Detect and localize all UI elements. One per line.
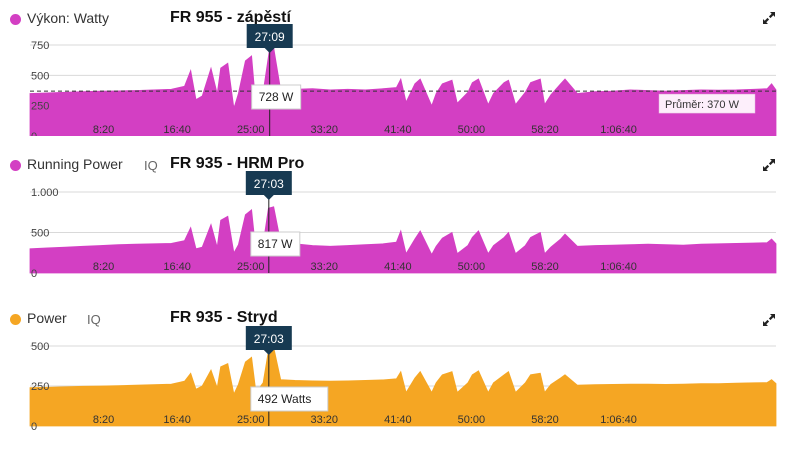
- x-tick-label: 16:40: [163, 124, 191, 136]
- y-tick-label: 750: [31, 40, 49, 52]
- value-tooltip-box: [250, 386, 329, 412]
- chart-plot[interactable]: 1.000 500 0 8:20 16:40 25:00 33:20 41:40 50:00 58…: [0, 155, 793, 283]
- x-tick-label: 58:20: [531, 414, 559, 426]
- value-tooltip: 817 W: [258, 237, 293, 251]
- cursor-time: 27:03: [254, 177, 284, 191]
- expand-icon[interactable]: [762, 158, 776, 172]
- iq-badge: IQ: [87, 312, 101, 327]
- x-tick-label: 58:20: [531, 124, 559, 136]
- x-tick-label: 1:06:40: [600, 124, 637, 136]
- y-tick-label: 500: [31, 228, 49, 240]
- series-dot: [10, 314, 21, 325]
- cursor-time-badge: [245, 326, 292, 350]
- series-dot: [10, 14, 21, 25]
- chart-plot[interactable]: 500 250 0 8:20 16:40 25:00 33:20 41:40 50:00 58:2…: [0, 310, 793, 438]
- chart-panel-2: Running Power IQ FR 935 - HRM Pro 1.000 5…: [0, 155, 793, 283]
- iq-badge: IQ: [144, 158, 158, 173]
- panel-header: Running Power IQ FR 935 - HRM Pro: [0, 155, 793, 179]
- cursor-time-badge: [245, 171, 292, 195]
- series-area: [29, 46, 777, 136]
- series-area: [29, 346, 777, 427]
- y-tick-label: 0: [31, 131, 37, 136]
- x-tick-label: 1:06:40: [600, 261, 637, 273]
- x-tick-label: 16:40: [163, 261, 191, 273]
- x-tick-label: 25:00: [237, 414, 265, 426]
- cursor-time-pointer: [263, 195, 274, 200]
- device-title: FR 955 - zápěstí: [170, 9, 291, 26]
- y-tick-label: 1.000: [31, 187, 59, 199]
- average-label-box: [658, 93, 756, 114]
- y-tick-label: 250: [31, 101, 49, 113]
- chart-panel-3: Power IQ FR 935 - Stryd 500 250 0 8:20 16:40…: [0, 309, 793, 438]
- x-tick-label: 41:40: [384, 261, 412, 273]
- panel-header: Power IQ FR 935 - Stryd: [0, 309, 793, 334]
- x-tick-label: 33:20: [311, 124, 339, 136]
- device-title: FR 935 - HRM Pro: [170, 155, 305, 172]
- series-area: [29, 206, 777, 274]
- series-dot: [10, 160, 21, 171]
- y-tick-label: 500: [31, 70, 49, 82]
- expand-icon[interactable]: [762, 11, 776, 25]
- metric-label: Running Power: [27, 156, 123, 172]
- panel-header: Výkon: Watty FR 955 - zápěstí: [0, 8, 793, 32]
- cursor-time-pointer: [264, 48, 275, 53]
- x-tick-label: 50:00: [458, 261, 486, 273]
- y-tick-label: 500: [31, 341, 49, 353]
- cursor-time-badge: [246, 24, 293, 48]
- value-tooltip: 728 W: [259, 90, 294, 104]
- x-tick-label: 58:20: [531, 261, 559, 273]
- x-tick-label: 1:06:40: [600, 414, 637, 426]
- cursor-time-pointer: [263, 350, 274, 355]
- x-tick-label: 33:20: [311, 261, 339, 273]
- average-label: Průměr: 370 W: [665, 99, 740, 111]
- y-tick-label: 0: [31, 421, 37, 433]
- x-tick-label: 50:00: [458, 414, 486, 426]
- chart-panel-1: Výkon: Watty FR 955 - zápěstí 750 500 250 0…: [0, 8, 793, 136]
- x-tick-label: 25:00: [237, 261, 265, 273]
- x-tick-label: 25:00: [237, 124, 265, 136]
- x-tick-label: 41:40: [384, 124, 412, 136]
- cursor-time: 27:09: [255, 30, 285, 44]
- x-tick-label: 8:20: [93, 261, 114, 273]
- metric-label: Power: [27, 310, 67, 326]
- cursor-time: 27:03: [254, 332, 284, 346]
- x-tick-label: 8:20: [93, 414, 114, 426]
- y-tick-label: 250: [31, 381, 49, 393]
- value-tooltip-box: [250, 231, 301, 257]
- x-tick-label: 41:40: [384, 414, 412, 426]
- x-tick-label: 33:20: [311, 414, 339, 426]
- x-tick-label: 8:20: [93, 124, 114, 136]
- metric-label: Výkon: Watty: [27, 10, 109, 26]
- device-title: FR 935 - Stryd: [170, 309, 278, 326]
- y-tick-label: 0: [31, 268, 37, 280]
- expand-icon[interactable]: [762, 313, 776, 327]
- x-tick-label: 50:00: [458, 124, 486, 136]
- value-tooltip-box: [251, 84, 302, 110]
- chart-plot[interactable]: 750 500 250 0 8:20 16:40 25:00 33:20 41:40 50:00 5…: [0, 8, 793, 136]
- x-tick-label: 16:40: [163, 414, 191, 426]
- value-tooltip: 492 Watts: [258, 392, 312, 406]
